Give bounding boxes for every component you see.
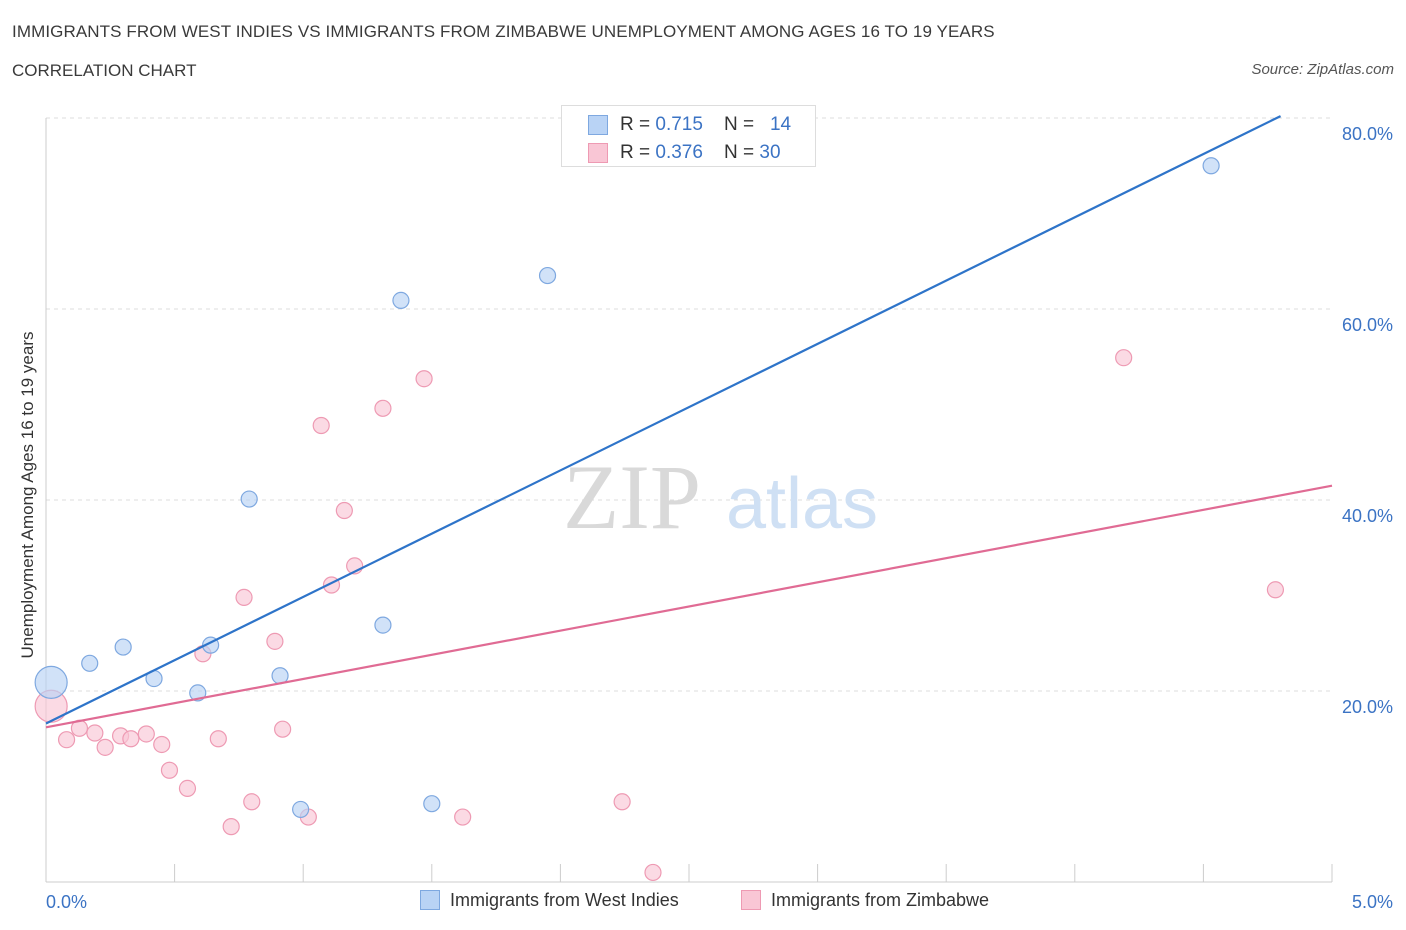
chart-subtitle: CORRELATION CHART — [12, 61, 197, 80]
r-value: 0.715 — [655, 114, 703, 135]
n-label: N = — [724, 142, 760, 163]
r-label: R = — [620, 114, 656, 135]
zimbabwe-point — [274, 720, 292, 738]
zimbabwe-point — [266, 632, 284, 650]
tick-labels: 20.0% 40.0% 60.0% 80.0% 0.0% 5.0% — [46, 124, 1393, 912]
chart-title: IMMIGRANTS FROM WEST INDIES VS IMMIGRANT… — [12, 22, 995, 41]
west-indies-trend-line — [45, 115, 1282, 725]
west-indies-swatch — [588, 115, 608, 135]
west-indies-point — [538, 266, 557, 285]
n-value: 14 — [769, 114, 792, 135]
west-indies-point — [81, 654, 99, 672]
zimbabwe-point — [644, 863, 662, 882]
zimbabwe-point — [312, 416, 330, 435]
legend-label-zimbabwe: Immigrants from Zimbabwe — [771, 890, 990, 910]
axes — [45, 118, 1332, 883]
west-indies-legend-swatch — [420, 890, 440, 910]
zimbabwe-point — [613, 793, 631, 811]
source-label: Source: ZipAtlas.com — [1251, 61, 1394, 78]
zimbabwe-point — [1266, 581, 1285, 599]
zimbabwe-point — [243, 793, 261, 811]
zimbabwe-point — [374, 399, 392, 417]
zimbabwe-legend-swatch — [741, 890, 761, 910]
legend-label-west-indies: Immigrants from West Indies — [450, 890, 679, 910]
zimbabwe-point — [209, 730, 227, 748]
trend-lines — [45, 115, 1333, 729]
y-tick-label: 20.0% — [1342, 697, 1393, 717]
r-label: R = — [620, 142, 656, 163]
legend-item-zimbabwe: Immigrants from Zimbabwe — [741, 890, 989, 911]
r-value: 0.376 — [655, 142, 703, 163]
zimbabwe-point — [335, 501, 353, 520]
zimbabwe-point — [454, 808, 472, 826]
watermark-atlas: atlas — [726, 464, 878, 544]
stats-legend: R = 0.715 N = 14 R = 0.376 N = 30 — [561, 105, 816, 167]
zimbabwe-point — [415, 370, 433, 388]
west-indies-point — [292, 800, 310, 819]
y-tick-label: 40.0% — [1342, 506, 1393, 526]
zimbabwe-point — [235, 588, 253, 607]
zimbabwe-swatch — [588, 143, 608, 163]
west-indies-point — [1202, 157, 1220, 175]
y-tick-label: 60.0% — [1342, 315, 1393, 335]
zimbabwe-point — [86, 724, 104, 742]
west-indies-point — [392, 291, 410, 310]
x-tick-label-max: 5.0% — [1352, 892, 1393, 912]
n-value: 30 — [759, 142, 781, 163]
west-indies-point — [34, 665, 68, 700]
y-tick-label: 80.0% — [1342, 124, 1393, 144]
zimbabwe-point — [160, 761, 179, 779]
zimbabwe-point — [222, 818, 240, 836]
west-indies-point — [114, 638, 132, 656]
west-indies-point — [423, 795, 441, 813]
x-tick-label-min: 0.0% — [46, 892, 87, 912]
y-axis-label: Unemployment Among Ages 16 to 19 years — [18, 331, 37, 659]
zimbabwe-trend-line — [45, 484, 1333, 729]
zimbabwe-point — [57, 731, 76, 749]
zimbabwe-point — [96, 738, 114, 756]
n-label: N = — [724, 114, 760, 135]
watermark: ZIP atlas — [563, 446, 878, 548]
zimbabwe-point — [178, 779, 197, 798]
zimbabwe-point — [1115, 349, 1133, 367]
west-indies-point — [240, 490, 258, 508]
watermark-zip: ZIP — [563, 446, 701, 548]
zimbabwe-point — [122, 730, 140, 748]
zimbabwe-point — [137, 725, 155, 743]
zimbabwe-point — [153, 735, 171, 754]
data-points — [34, 157, 1285, 882]
west-indies-point — [374, 616, 392, 634]
legend-item-west-indies: Immigrants from West Indies — [420, 890, 679, 911]
